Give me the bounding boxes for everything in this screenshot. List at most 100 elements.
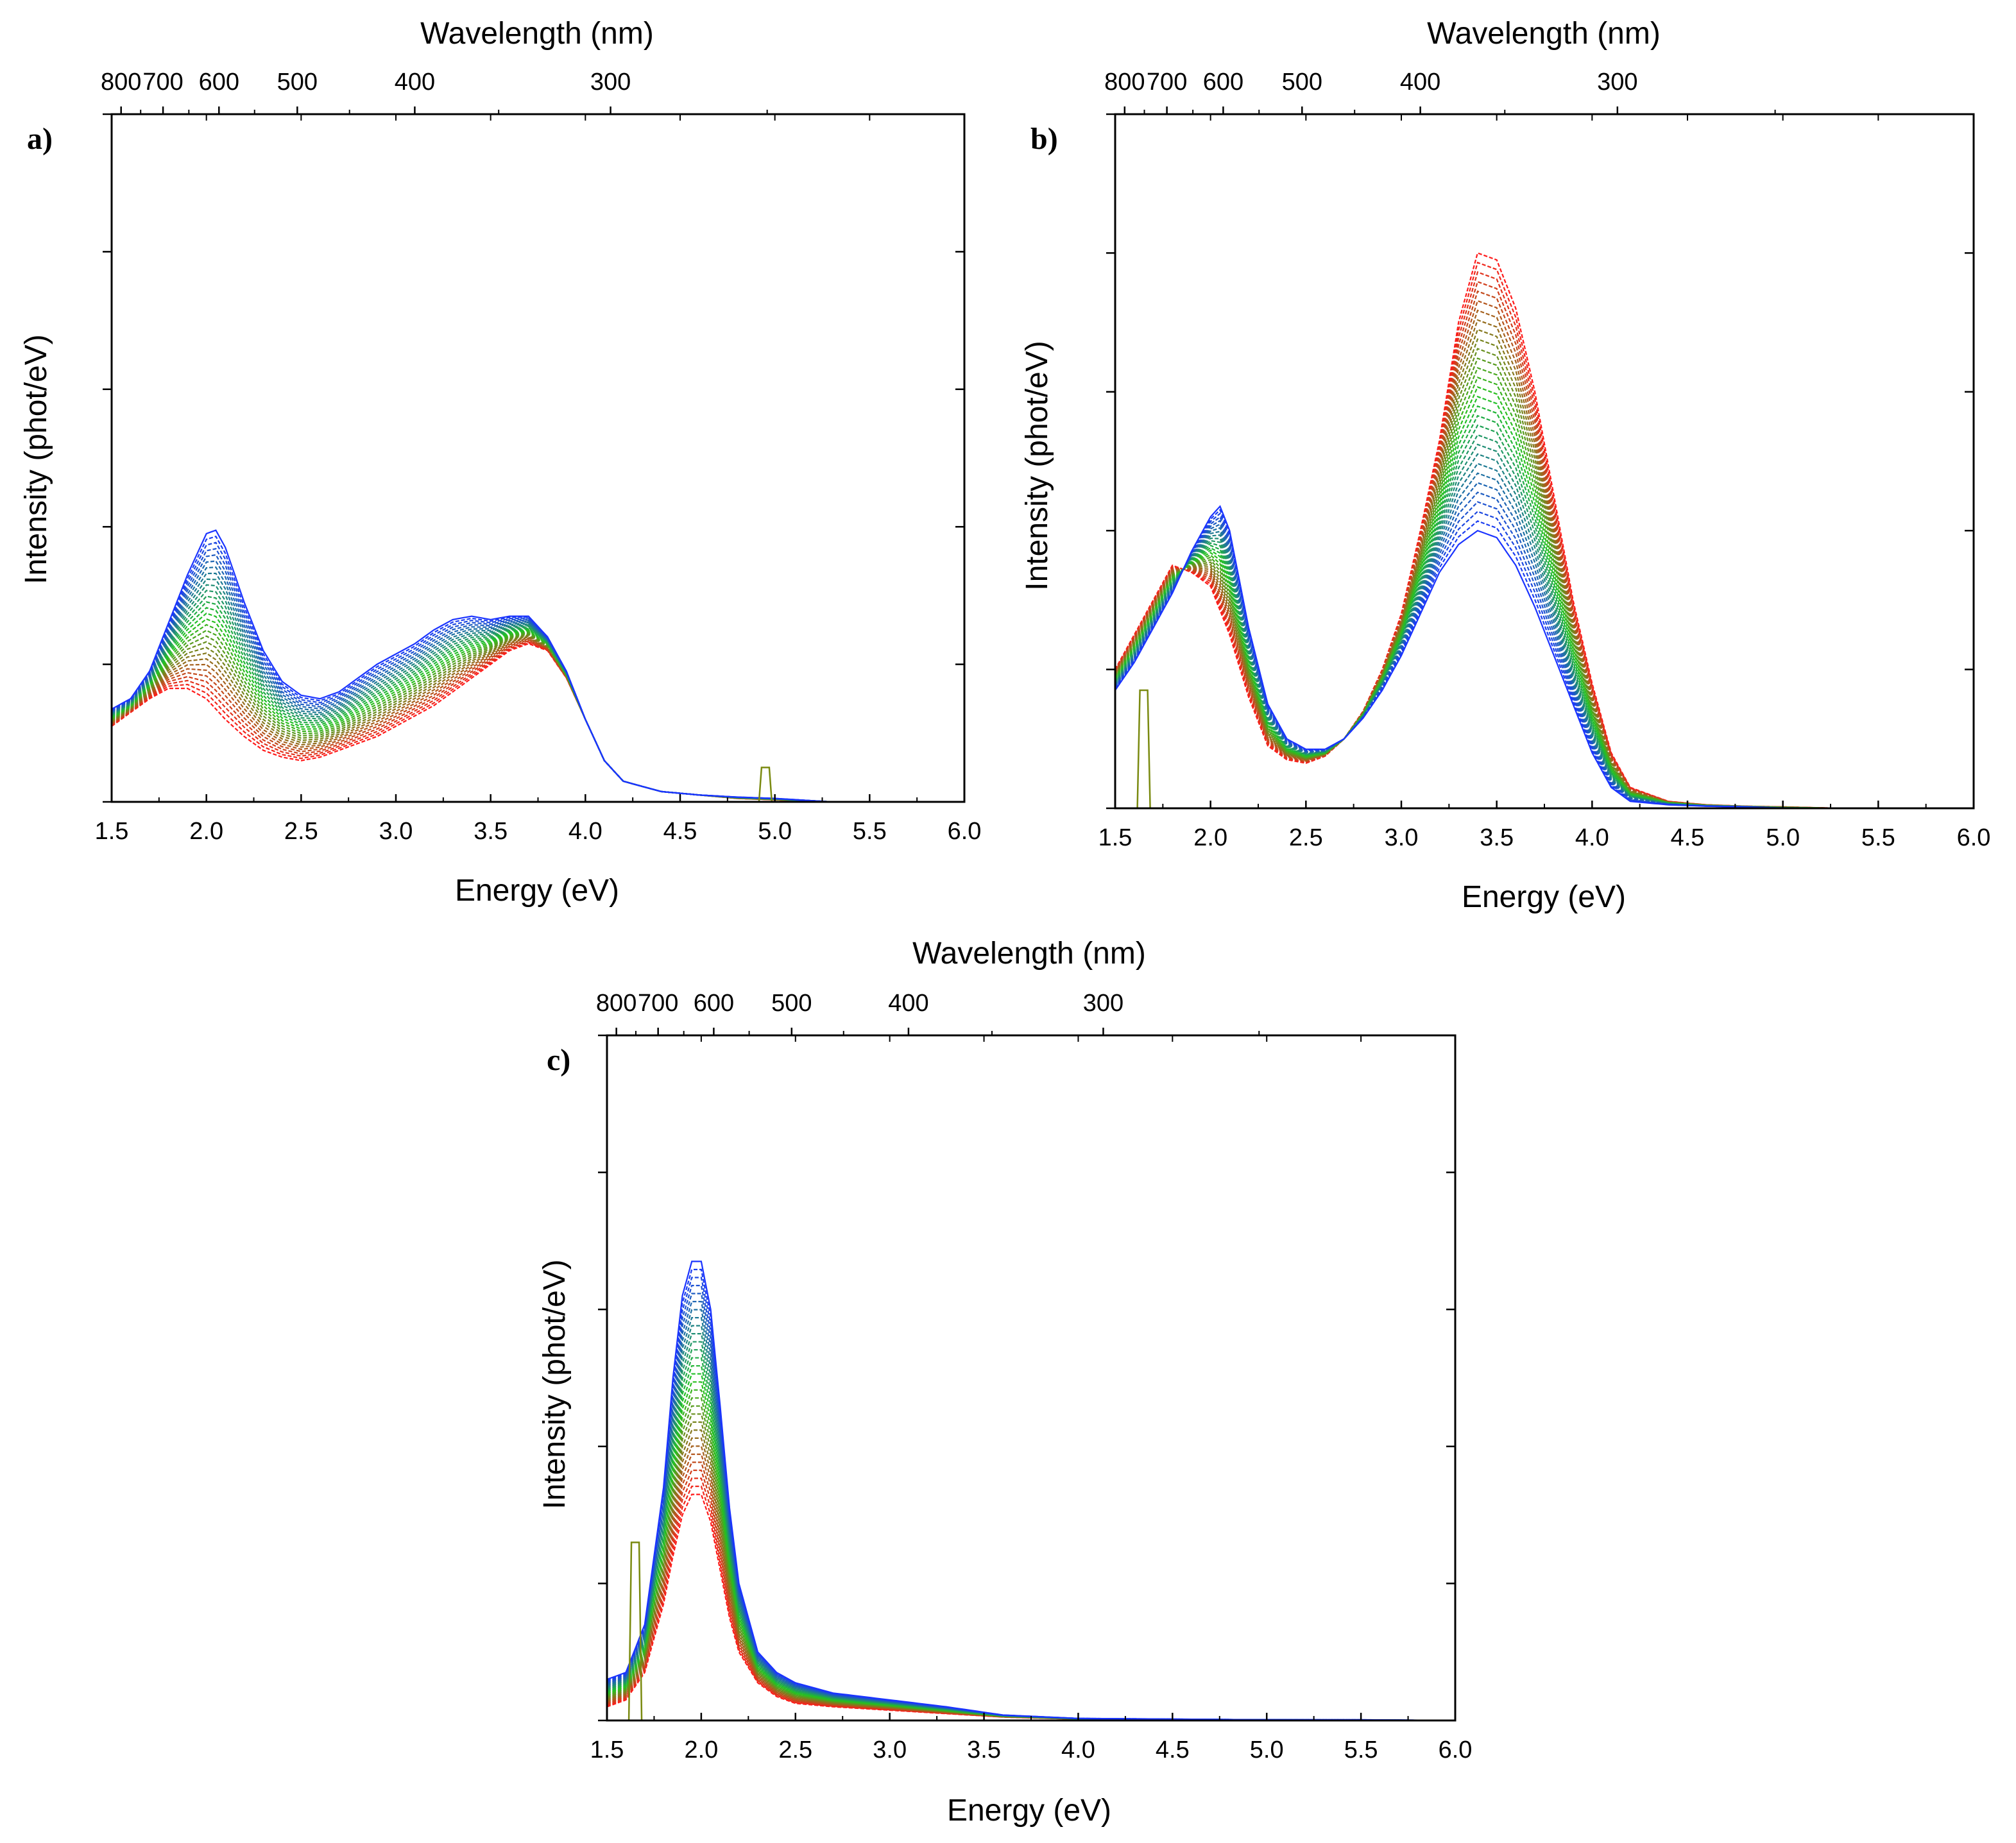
x-tick-label: 3.0: [1385, 824, 1419, 851]
panel-a: a) Wavelength (nm) Energy (eV) Intensity…: [19, 17, 981, 908]
x-tick-label: 6.0: [948, 818, 982, 845]
x-tick-label: 1.5: [95, 818, 129, 845]
x-tick-label: 2.5: [1289, 824, 1323, 851]
axes: 1.5 2.0 2.5 3.0 3.5 4.0 4.5 5.0 5.5 6.0 800 700 600 5…: [95, 69, 982, 845]
top-tick-label: 700: [638, 990, 678, 1017]
top-axis-title: Wavelength (nm): [420, 17, 654, 51]
spectrum-series-14: [111, 624, 964, 803]
top-tick-label: 800: [596, 990, 636, 1017]
top-tick-label: 400: [888, 990, 928, 1017]
y-axis-title: Intensity (phot/eV): [1020, 341, 1054, 591]
panel-c: c) Wavelength (nm) Energy (eV) Intensity…: [538, 937, 1472, 1828]
spectrum-series-9: [1115, 328, 1974, 810]
spectrum-series-2: [606, 1485, 1455, 1722]
spectrum-series-25: [111, 560, 964, 803]
x-tick-label: 1.5: [1098, 824, 1132, 851]
x-tick-label: 3.5: [967, 1737, 1001, 1763]
spectrum-series-7: [1115, 309, 1974, 810]
top-tick-label: 500: [771, 990, 812, 1017]
spectrum-series-18: [1115, 414, 1974, 810]
top-tick-label: 600: [694, 990, 734, 1017]
top-tick-label: 500: [1282, 69, 1322, 96]
spectrum-series-22: [111, 578, 964, 803]
top-tick-label: 800: [1104, 69, 1145, 96]
spectrum-series-21: [606, 1333, 1455, 1722]
x-tick-label: 2.5: [284, 818, 318, 845]
panel-label: c): [547, 1043, 570, 1077]
spectrum-series-19: [606, 1349, 1455, 1722]
x-tick-label: 5.5: [853, 818, 887, 845]
y-axis-title: Intensity (phot/eV): [538, 1259, 572, 1509]
x-tick-label: 6.0: [1957, 824, 1991, 851]
spectrum-series-28: [606, 1277, 1455, 1722]
spectra-series: [111, 529, 964, 803]
spectrum-series-3: [1115, 271, 1974, 810]
spike-artifact: [1136, 689, 1151, 809]
spectrum-series-9: [111, 635, 964, 803]
spectrum-series-29: [606, 1268, 1456, 1722]
spectrum-series-2: [1115, 261, 1974, 810]
top-tick-label: 400: [395, 69, 435, 96]
x-axis-title: Energy (eV): [1462, 880, 1626, 914]
spectrum-series-5: [1115, 290, 1974, 810]
panel-label: b): [1030, 122, 1058, 156]
x-tick-label: 5.5: [1861, 824, 1895, 851]
spectrum-series-7: [111, 637, 964, 803]
spectrum-series-24: [606, 1309, 1455, 1722]
x-tick-label: 5.0: [758, 818, 792, 845]
top-tick-label: 600: [199, 69, 239, 96]
x-tick-label: 3.0: [379, 818, 413, 845]
x-tick-label: 3.0: [873, 1737, 907, 1763]
x-tick-label: 3.5: [1480, 824, 1514, 851]
spectrum-series-16: [111, 612, 964, 803]
spectrum-series-30: [606, 1261, 1456, 1722]
top-tick-label: 300: [1083, 990, 1123, 1017]
axes: 1.5 2.0 2.5 3.0 3.5 4.0 4.5 5.0 5.5 6.0 800 700 600 5…: [590, 990, 1473, 1763]
top-axis-title: Wavelength (nm): [912, 937, 1146, 971]
y-axis-title: Intensity (phot/eV): [19, 334, 53, 584]
x-tick-label: 2.0: [189, 818, 223, 845]
spectrum-series-20: [111, 590, 964, 803]
spectrum-series-30: [111, 529, 964, 803]
panel-label: a): [27, 122, 53, 156]
spectrum-series-26: [111, 554, 964, 803]
x-tick-label: 1.5: [590, 1737, 624, 1763]
spike-artifact: [758, 767, 773, 803]
spectrum-series-13: [111, 629, 964, 803]
axes: 1.5 2.0 2.5 3.0 3.5 4.0 4.5 5.0 5.5 6.0 800 700 600 5…: [1098, 69, 1991, 851]
spectrum-series-21: [111, 584, 964, 803]
top-tick-label: 600: [1203, 69, 1243, 96]
spectrum-series-12: [1115, 357, 1974, 810]
x-tick-label: 5.0: [1250, 1737, 1284, 1763]
spectrum-series-18: [606, 1357, 1455, 1722]
spectra-series: [1115, 251, 1974, 810]
x-tick-label: 6.0: [1439, 1737, 1473, 1763]
x-tick-label: 2.0: [1193, 824, 1227, 851]
spectrum-series-6: [111, 638, 964, 803]
spectrum-series-23: [606, 1317, 1455, 1722]
top-tick-label: 700: [142, 69, 183, 96]
top-tick-label: 300: [1597, 69, 1637, 96]
x-tick-label: 2.5: [778, 1737, 812, 1763]
x-tick-label: 2.0: [684, 1737, 718, 1763]
x-tick-label: 4.5: [1671, 824, 1705, 851]
spike-artifact: [628, 1541, 643, 1721]
top-tick-label: 700: [1147, 69, 1187, 96]
x-tick-label: 5.5: [1344, 1737, 1378, 1763]
panel-b: b) Wavelength (nm) Energy (eV) Intensity…: [1020, 17, 1990, 914]
spectrum-series-14: [606, 1389, 1455, 1722]
x-tick-label: 5.0: [1766, 824, 1800, 851]
x-axis-title: Energy (eV): [455, 874, 619, 908]
top-tick-label: 500: [277, 69, 318, 96]
top-tick-label: 400: [1400, 69, 1440, 96]
spectrum-series-20: [606, 1341, 1455, 1722]
spectrum-series-3: [111, 641, 964, 803]
x-axis-title: Energy (eV): [947, 1794, 1111, 1828]
x-tick-label: 4.5: [1156, 1737, 1190, 1763]
spectrum-series-22: [606, 1325, 1455, 1722]
spectrum-series-10: [111, 634, 964, 803]
spectrum-series-26: [606, 1293, 1455, 1722]
x-tick-label: 3.5: [474, 818, 508, 845]
x-tick-label: 4.0: [1575, 824, 1609, 851]
